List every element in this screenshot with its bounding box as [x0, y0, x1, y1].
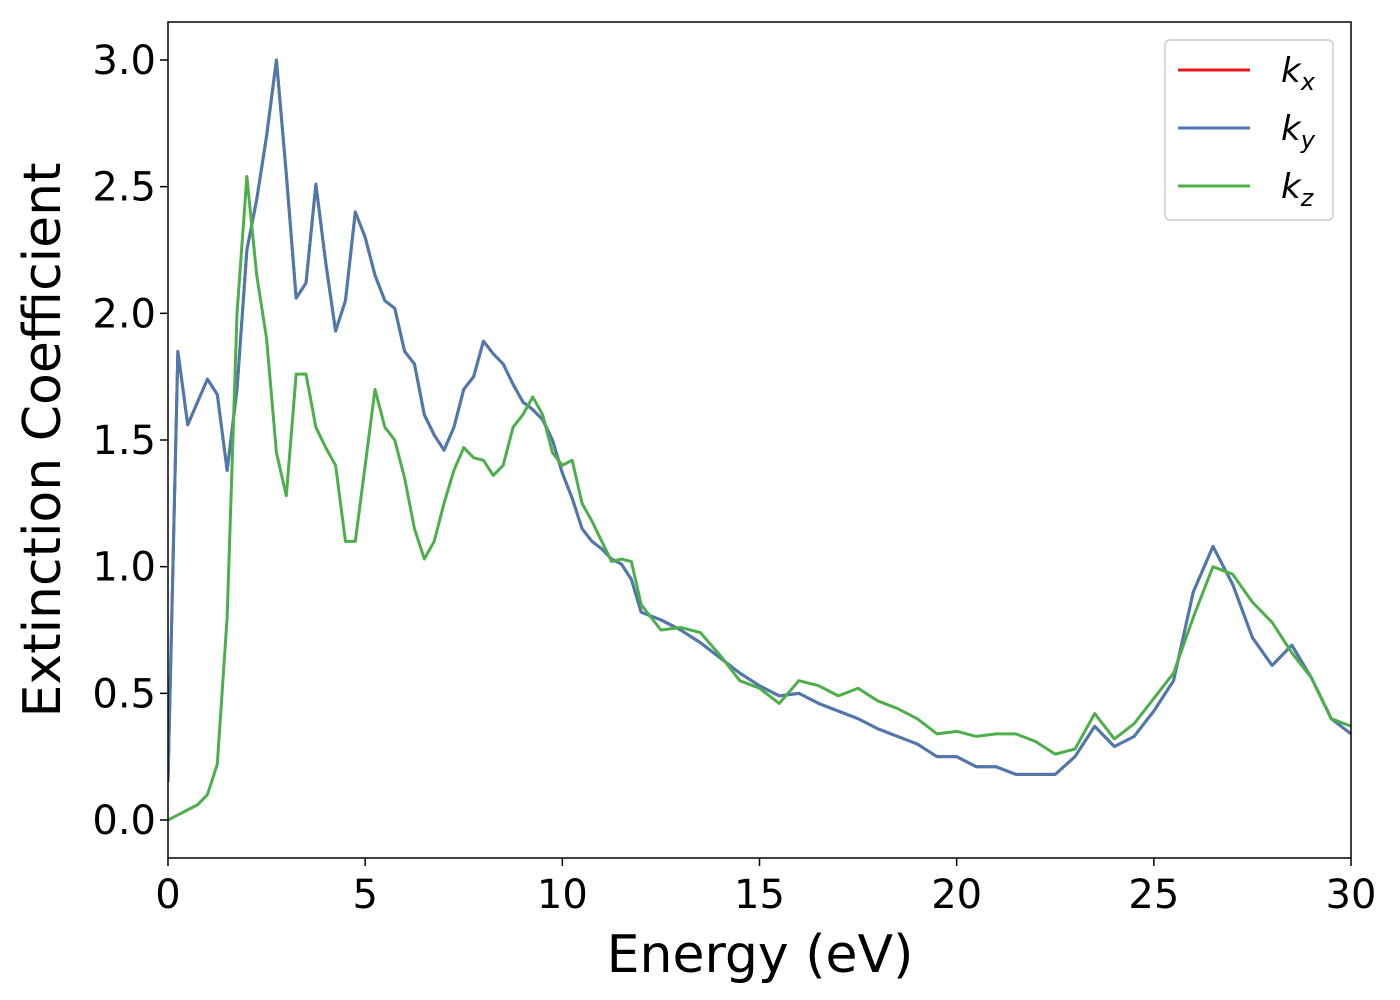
x-tick-label: 25	[1128, 872, 1179, 918]
plot-frame	[167, 21, 1352, 859]
series-line	[168, 175, 1351, 822]
y-tick-label: 2.5	[92, 165, 156, 211]
x-tick-label: 5	[352, 872, 377, 918]
y-tick-label: 0.5	[92, 671, 156, 717]
x-tick-label: 10	[537, 872, 588, 918]
y-tick-label: 1.5	[92, 418, 156, 464]
x-axis-label: Energy (eV)	[607, 925, 914, 985]
series-line	[168, 58, 1351, 783]
y-tick-label: 0.0	[92, 798, 156, 844]
legend-label: ky	[1281, 109, 1316, 154]
legend-label: kz	[1281, 167, 1315, 212]
legend-label: kx	[1281, 51, 1316, 96]
y-tick-label: 2.0	[92, 291, 156, 337]
y-axis-label: Extinction Coefficient	[13, 163, 73, 718]
y-tick-label: 1.0	[92, 545, 156, 591]
legend-box	[1164, 39, 1334, 221]
x-tick-label: 0	[155, 872, 180, 918]
x-tick-label: 15	[734, 872, 785, 918]
x-tick-label: 20	[931, 872, 982, 918]
x-tick-label: 30	[1326, 872, 1377, 918]
y-tick-label: 3.0	[92, 38, 156, 84]
